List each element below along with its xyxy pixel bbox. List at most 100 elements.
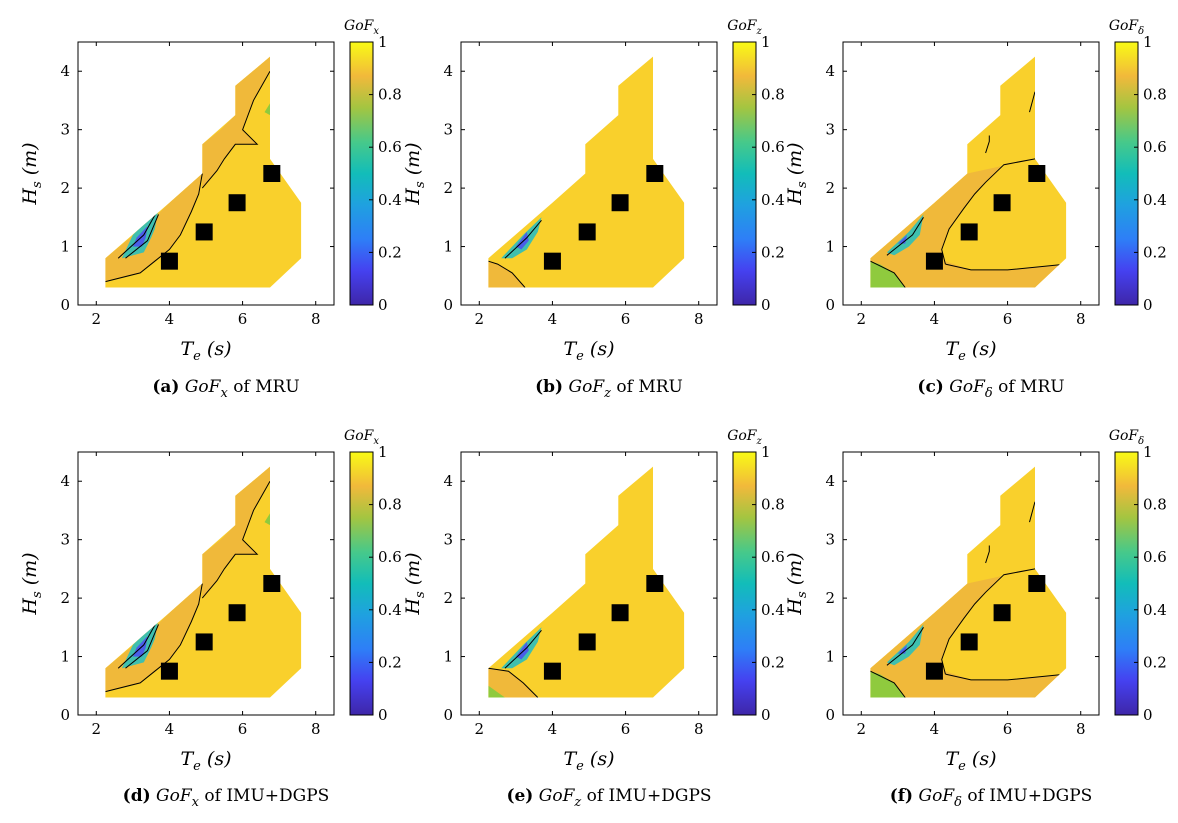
marker-1	[960, 223, 978, 241]
x-axis-label-main: T	[563, 748, 577, 770]
contour-patch-2	[886, 214, 924, 256]
colorbar-title-sub: x	[373, 436, 379, 447]
contour-patch-1	[488, 685, 505, 698]
ytick-label-0: 0	[60, 296, 70, 314]
colorbar-tick-label-3: 0.6	[378, 548, 402, 566]
xtick-label-0: 2	[857, 310, 867, 328]
caption-metric-sub: z	[573, 795, 581, 810]
y-axis-label-main: H	[784, 188, 806, 206]
y-axis-label-sub: s	[30, 591, 45, 598]
xtick-label-2: 6	[621, 720, 631, 738]
x-axis-label-main: T	[180, 338, 194, 360]
ytick-label-3: 3	[443, 121, 453, 139]
panel-caption: (e) GoFz of IMU+DGPS	[506, 786, 711, 810]
xtick-label-2: 6	[238, 720, 248, 738]
marker-3	[1028, 165, 1046, 182]
marker-3	[1028, 575, 1046, 592]
colorbar-title: GoFx	[344, 428, 379, 447]
xtick-label-1: 4	[165, 310, 175, 328]
ytick-label-3: 3	[825, 121, 835, 139]
x-axis-label-sub: e	[193, 759, 201, 774]
contour-patch-1	[501, 217, 542, 259]
x-axis-label-main: T	[945, 748, 959, 770]
caption-metric-sub: δ	[985, 386, 993, 401]
colorbar-title-main: GoF	[1109, 18, 1140, 34]
contour-line-0	[488, 667, 539, 698]
contour-line-3	[945, 673, 1067, 681]
contour-line-3	[945, 263, 1067, 271]
colorbar-tick-label-5: 1	[378, 33, 388, 51]
axes-frame	[460, 41, 718, 306]
xtick-label-2: 6	[1003, 310, 1013, 328]
colorbar-title-main: GoF	[1109, 428, 1140, 444]
caption-rest: of MRU	[611, 377, 683, 397]
colorbar-tick-label-5: 1	[378, 443, 388, 461]
contour-line-1	[886, 217, 924, 256]
y-axis-label-main: H	[19, 188, 41, 206]
colorbar-title-sub: z	[756, 436, 763, 447]
marker-2	[228, 604, 246, 622]
contour-line-1	[886, 627, 924, 666]
colorbar-title-main: GoF	[727, 18, 758, 34]
contour-patch-2	[501, 627, 542, 669]
marker-2	[993, 194, 1011, 212]
ytick-label-2: 2	[60, 589, 70, 607]
colorbar-tick-label-5: 1	[1143, 33, 1153, 51]
caption-letter: (e)	[506, 786, 533, 806]
x-axis-label-unit: (s)	[201, 748, 232, 770]
ytick-label-3: 3	[60, 531, 70, 549]
x-axis-label-main: T	[180, 748, 194, 770]
x-axis-label: Te (s)	[180, 748, 231, 774]
contour-line-3	[125, 624, 159, 669]
contour-line-0	[870, 260, 906, 288]
y-axis-label-main: H	[784, 598, 806, 616]
marker-0	[160, 662, 178, 680]
contour-fills	[105, 466, 271, 693]
y-axis-label-sub: s	[795, 591, 810, 598]
caption-metric: GoF	[944, 377, 986, 397]
x-axis-label-main: T	[563, 338, 577, 360]
contour-line-0	[870, 670, 906, 698]
y-axis-label-unit: (m)	[402, 552, 424, 591]
ytick-label-1: 1	[60, 238, 70, 256]
caption-rest: of IMU+DGPS	[962, 786, 1092, 806]
x-axis-label: Te (s)	[563, 338, 614, 364]
ytick-label-3: 3	[825, 531, 835, 549]
ytick-label-1: 1	[825, 648, 835, 666]
ytick-label-4: 4	[825, 472, 835, 490]
contour-patch-0	[488, 261, 525, 288]
caption-metric-sub: δ	[954, 795, 962, 810]
x-axis-label: Te (s)	[945, 338, 996, 364]
colorbar	[732, 41, 757, 306]
colorbar-tick-label-0: 0	[761, 706, 771, 724]
marker-0	[925, 662, 943, 680]
x-axis-label-unit: (s)	[201, 338, 232, 360]
marker-2	[611, 604, 629, 622]
xtick-label-2: 6	[621, 310, 631, 328]
xtick-label-1: 4	[548, 310, 558, 328]
contour-line-2	[117, 208, 159, 259]
caption-letter: (c)	[917, 377, 943, 397]
colorbar-tick-label-4: 0.8	[378, 496, 402, 514]
colorbar-title-main: GoF	[727, 428, 758, 444]
xtick-label-0: 2	[857, 720, 867, 738]
panel-caption: (a) GoFx of MRU	[152, 377, 299, 401]
xtick-label-3: 8	[694, 310, 704, 328]
colorbar-tick-label-5: 1	[761, 33, 771, 51]
caption-metric: GoF	[533, 786, 575, 806]
axes-frame	[77, 451, 335, 716]
x-axis-label-sub: e	[958, 349, 966, 364]
y-axis-label: Hs (m)	[784, 552, 810, 615]
axes-frame	[842, 41, 1100, 306]
ytick-label-4: 4	[443, 62, 453, 80]
colorbar	[1114, 451, 1139, 716]
colorbar-title: GoFδ	[1109, 18, 1144, 37]
colorbar-title: GoFx	[344, 18, 379, 37]
contour-fills	[488, 627, 542, 698]
marker-2	[611, 194, 629, 212]
marker-1	[578, 223, 596, 241]
